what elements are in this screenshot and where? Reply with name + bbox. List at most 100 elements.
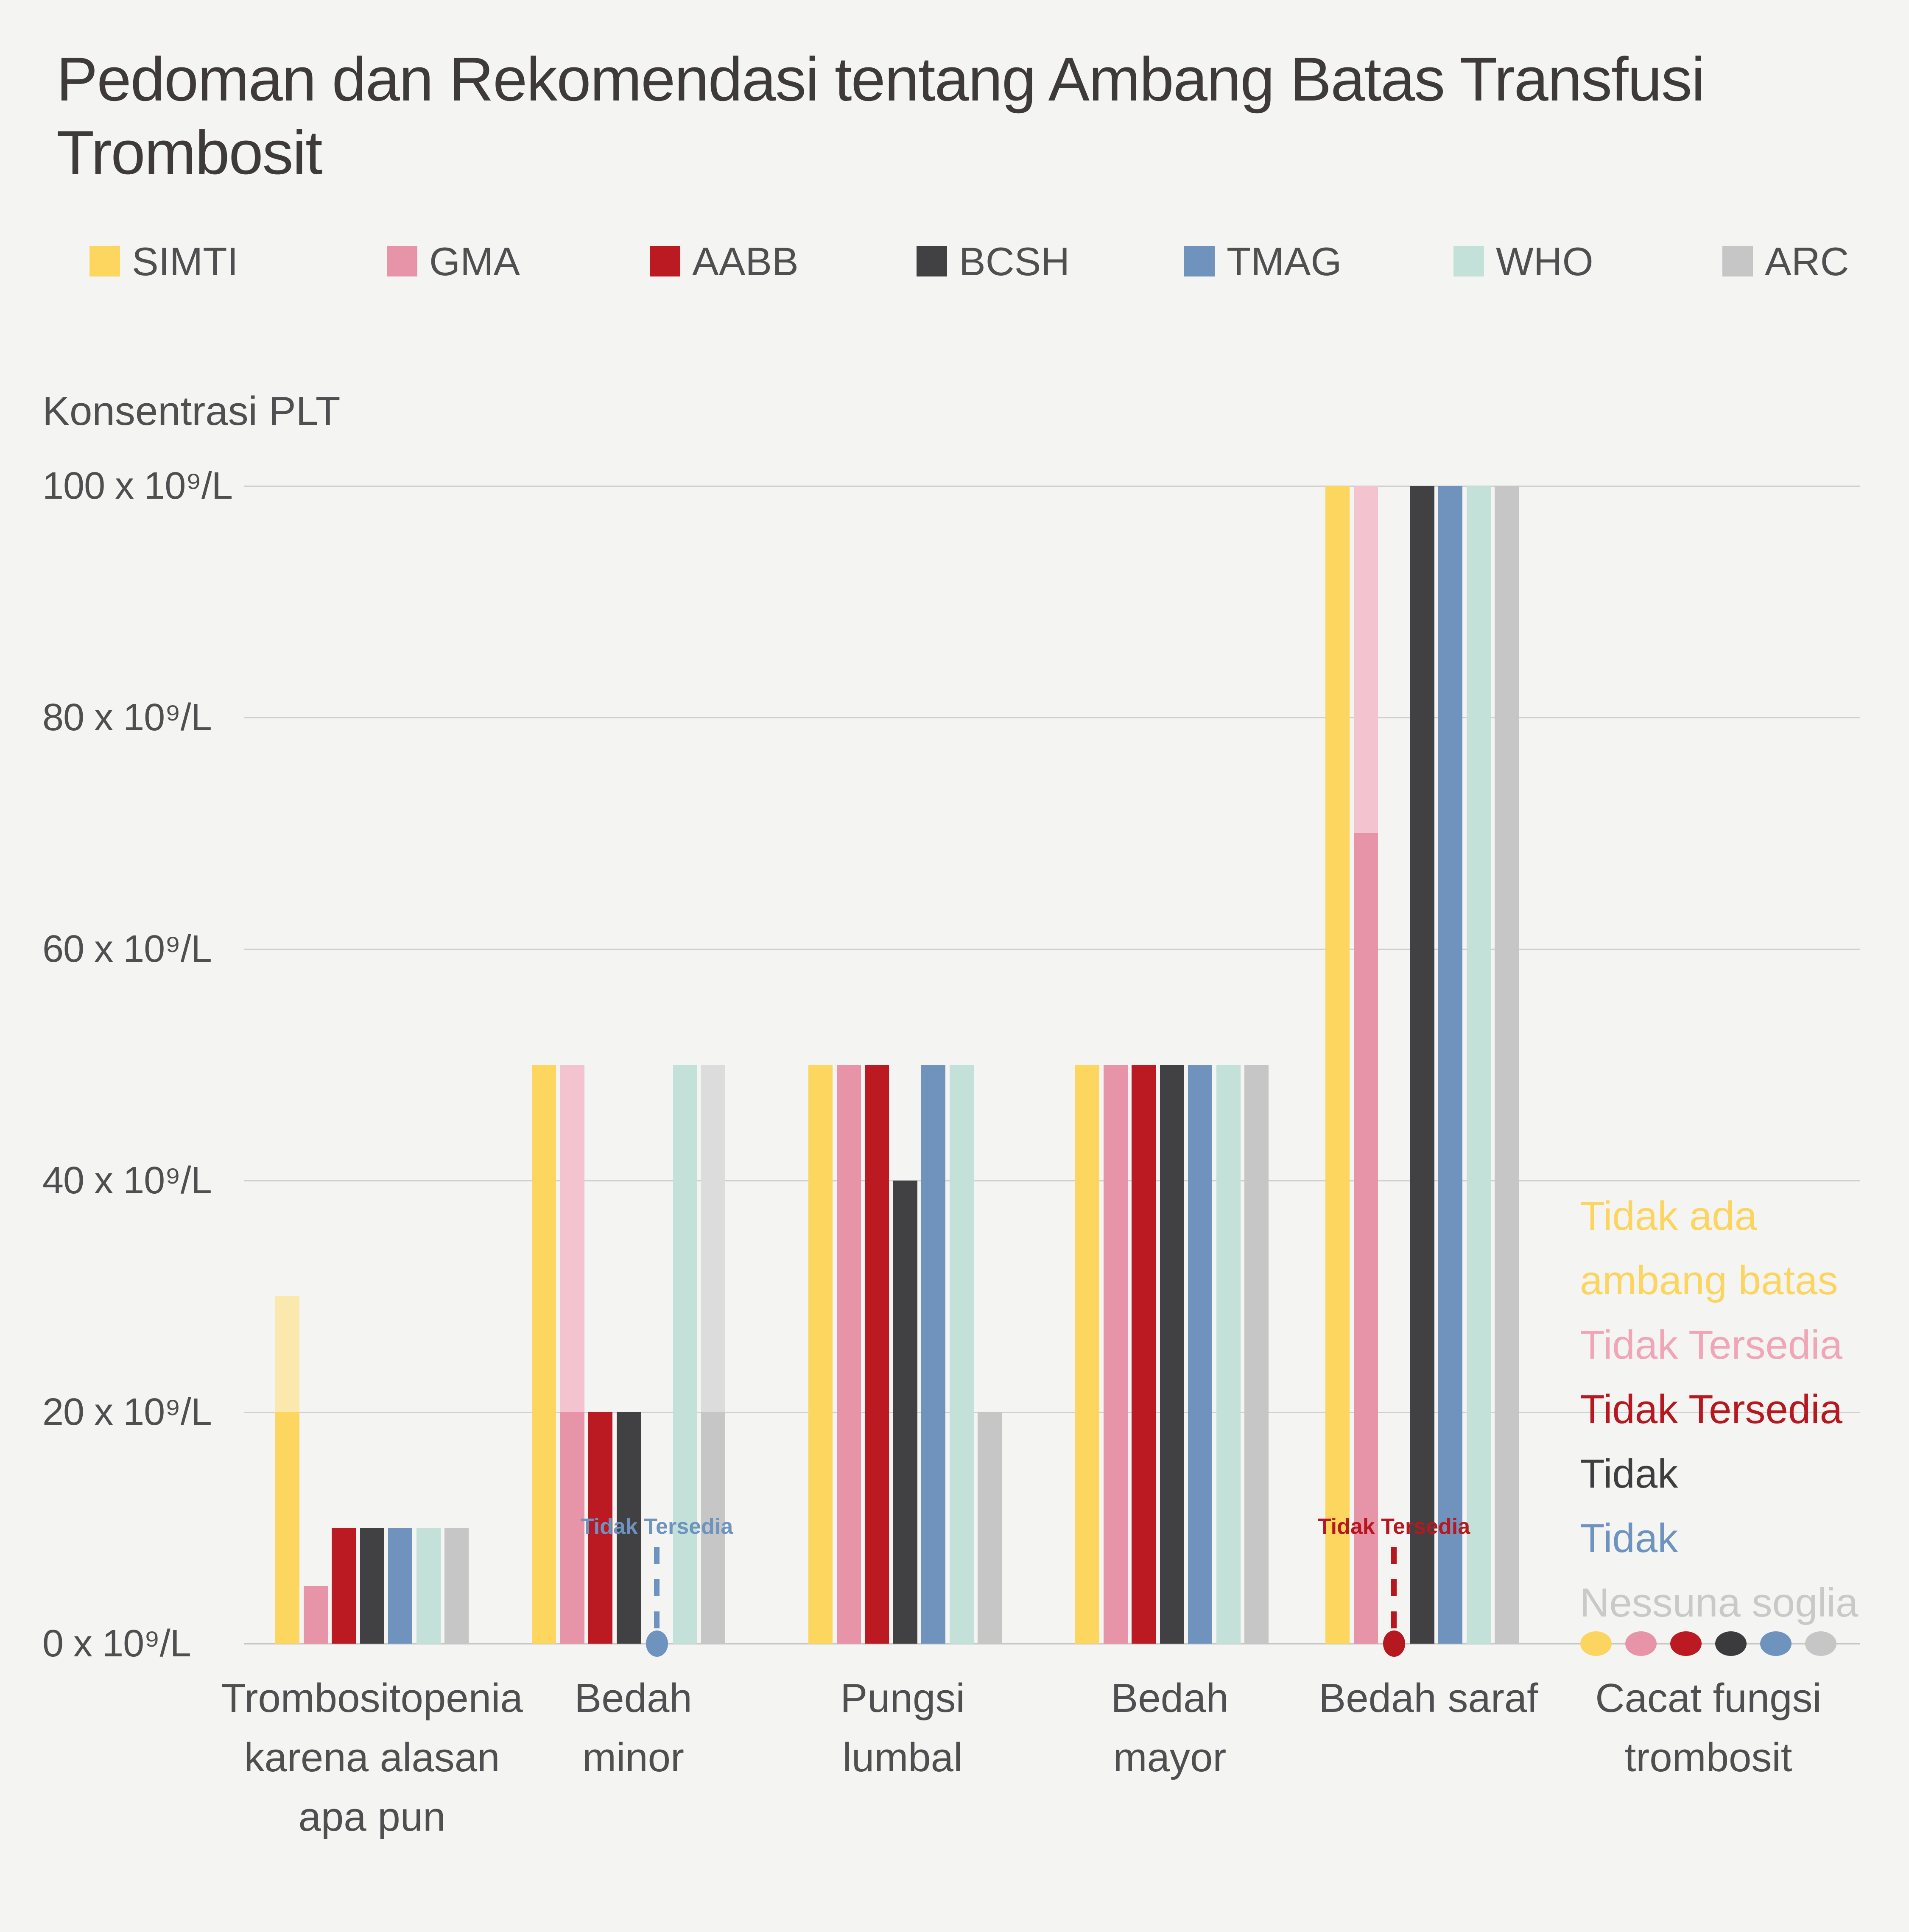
category-label: Bedah minor xyxy=(379,1669,888,1787)
legend-label: TMAG xyxy=(1227,239,1342,284)
annotation-line-simti: Tidak ada xyxy=(1580,1193,1758,1239)
gridline xyxy=(244,486,1860,487)
category-label: Bedah mayor xyxy=(915,1669,1424,1787)
na-marker-dashed-line xyxy=(1391,1547,1397,1632)
annotation-dot-tmag xyxy=(1760,1631,1792,1656)
bar-gma xyxy=(1103,1065,1128,1644)
category-label: Cacat fungsi trombosit xyxy=(1454,1669,1909,1787)
legend-label: GMA xyxy=(429,239,520,284)
category-label-line: Cacat fungsi xyxy=(1595,1675,1822,1721)
gridline xyxy=(244,1412,1860,1413)
bar-tmag xyxy=(388,1528,412,1644)
legend-label: ARC xyxy=(1765,239,1849,284)
bar-gma xyxy=(1353,833,1378,1644)
annotation-line-aabb: Tidak Tersedia xyxy=(1580,1387,1842,1432)
bar-bcsh xyxy=(360,1528,384,1644)
annotation-block: Tidak ada ambang batas Tidak Tersedia Tidak… xyxy=(1580,1184,1858,1635)
bar-light-segment-simti xyxy=(275,1296,299,1412)
gridline xyxy=(244,949,1860,950)
annotation-line-arc: Nessuna soglia xyxy=(1580,1580,1859,1625)
y-tick-label: 20 x 10⁹/L xyxy=(42,1391,212,1433)
legend-swatch-arc xyxy=(1722,246,1753,276)
category-label-line: apa pun xyxy=(298,1794,446,1840)
bar-tmag xyxy=(1438,486,1462,1644)
category-label: Trombositopenia karena alasan apa pun xyxy=(117,1669,626,1847)
category-label: Bedah saraf xyxy=(1174,1669,1683,1728)
legend-label: WHO xyxy=(1496,239,1593,284)
annotation-dot-simti xyxy=(1580,1631,1612,1656)
annotation-line-tmag: Tidak xyxy=(1580,1516,1678,1561)
legend-swatch-tmag xyxy=(1184,246,1215,276)
annotation-dot-arc xyxy=(1805,1631,1836,1656)
bar-tmag xyxy=(1188,1065,1212,1644)
category-label: Pungsi lumbal xyxy=(648,1669,1157,1787)
bar-gma xyxy=(836,1065,861,1644)
annotation-dot-aabb xyxy=(1670,1631,1702,1656)
bar-bcsh xyxy=(1160,1065,1184,1644)
legend-swatch-aabb xyxy=(650,246,680,276)
gridline xyxy=(244,717,1860,718)
annotation-line-gma: Tidak Tersedia xyxy=(1580,1322,1842,1368)
y-axis-title: Konsentrasi PLT xyxy=(42,388,341,434)
y-tick-label: 80 x 10⁹/L xyxy=(42,696,212,739)
bar-aabb xyxy=(588,1412,612,1644)
bar-bcsh xyxy=(616,1412,641,1644)
annotation-line-bcsh: Tidak xyxy=(1580,1451,1678,1496)
legend-label: SIMTI xyxy=(132,239,238,284)
bar-who xyxy=(949,1065,974,1644)
bar-arc xyxy=(1244,1065,1269,1644)
legend-swatch-gma xyxy=(387,246,417,276)
x-axis-line xyxy=(244,1643,1860,1644)
bar-arc xyxy=(1495,486,1519,1644)
na-marker-dashed-line xyxy=(654,1547,660,1632)
gridline xyxy=(244,1180,1860,1181)
annotation-dot-gma xyxy=(1625,1631,1657,1656)
legend-swatch-who xyxy=(1453,246,1484,276)
bar-who xyxy=(673,1065,697,1644)
page-title-line-1: Pedoman dan Rekomendasi tentang Ambang B… xyxy=(56,45,1705,114)
bar-who xyxy=(1216,1065,1241,1644)
bar-simti xyxy=(1075,1065,1099,1644)
annotation-dot-bcsh xyxy=(1715,1631,1747,1656)
bar-light-segment-arc xyxy=(701,1065,725,1412)
legend-label: BCSH xyxy=(959,239,1070,284)
bar-simti xyxy=(1325,486,1350,1644)
y-tick-label: 60 x 10⁹/L xyxy=(42,928,212,970)
category-label-line: minor xyxy=(582,1735,685,1780)
y-tick-label: 100 x 10⁹/L xyxy=(42,465,233,507)
category-label-line: mayor xyxy=(1113,1735,1227,1780)
bar-simti xyxy=(808,1065,833,1644)
category-label-line: Bedah xyxy=(574,1675,692,1721)
bar-simti xyxy=(532,1065,556,1644)
bar-arc xyxy=(701,1412,725,1644)
bar-who xyxy=(416,1528,441,1644)
bar-simti xyxy=(275,1412,299,1644)
page-title-line-2: Trombosit xyxy=(56,118,323,187)
bar-aabb xyxy=(865,1065,889,1644)
bar-aabb xyxy=(1132,1065,1156,1644)
na-marker-dot xyxy=(646,1630,668,1657)
category-label-line: Pungsi xyxy=(840,1675,965,1721)
bar-aabb xyxy=(332,1528,356,1644)
na-marker-label: Tidak Tersedia xyxy=(580,1514,733,1539)
bar-bcsh xyxy=(893,1181,917,1644)
bar-gma xyxy=(303,1586,328,1644)
bar-light-segment-gma xyxy=(560,1065,584,1412)
bar-bcsh xyxy=(1410,486,1434,1644)
legend-swatch-bcsh xyxy=(917,246,947,276)
na-marker-label: Tidak Tersedia xyxy=(1317,1514,1470,1539)
bar-arc xyxy=(444,1528,469,1644)
y-tick-label: 40 x 10⁹/L xyxy=(42,1159,212,1202)
bar-tmag xyxy=(921,1065,945,1644)
category-label-line: Bedah xyxy=(1111,1675,1229,1721)
category-label-line: lumbal xyxy=(842,1735,963,1780)
page-title: Pedoman dan Rekomendasi tentang Ambang B… xyxy=(56,42,1705,189)
category-label-line: karena alasan xyxy=(244,1735,500,1780)
legend-label: AABB xyxy=(692,239,799,284)
bar-who xyxy=(1466,486,1491,1644)
legend-swatch-simti xyxy=(89,246,120,276)
category-label-line: Bedah saraf xyxy=(1319,1675,1538,1721)
category-label-line: trombosit xyxy=(1624,1735,1792,1780)
bar-arc xyxy=(978,1412,1002,1644)
